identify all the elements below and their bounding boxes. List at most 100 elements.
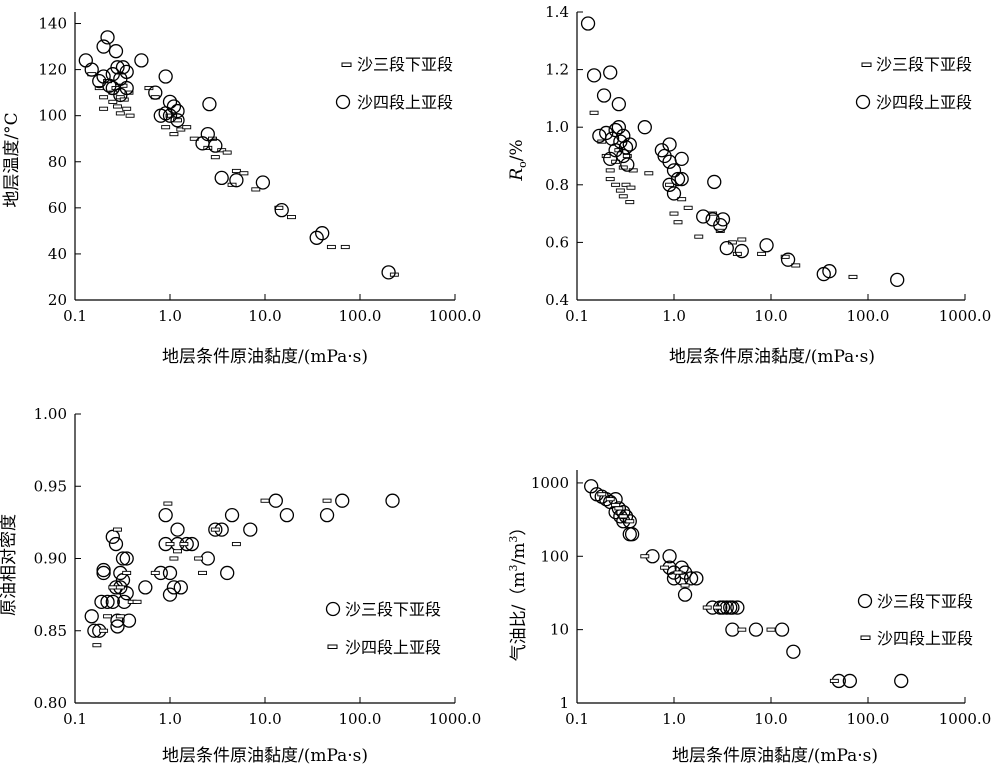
temperature-data-point-dash-marker [340,244,350,250]
density-data-point-circle-marker [162,565,178,581]
density-data-point-circle-marker [268,493,283,508]
temperature-data-point-circle-marker [162,108,178,123]
temperature-data-point-dash-marker [326,244,336,250]
temperature-y-tick-label: 140 [38,15,67,33]
temperature-data-point-dash-marker [99,106,109,111]
ro-data-point-circle-marker [666,163,682,178]
temperature-data-point-circle-marker [208,138,223,153]
ro-ticks: 0.1 1.0 10.0 100.0 1000.0 0.4 0.6 0.8 1.0 1.2 1.4 [545,3,991,325]
ro-data-point-circle-marker [618,140,634,155]
temperature-data-point-dash-marker [169,132,179,137]
gor-x-axis-label: 地层条件原油黏度/(mPa·s) [672,746,878,766]
density-x-tick-label: 1.0 [158,710,182,728]
gor-data-point-circle-marker [624,527,640,542]
gor-data-point-dash-marker [640,554,650,559]
temperature-data-point-dash-marker [210,155,220,160]
ro-data-point-circle-marker [637,120,652,135]
ro-data-point-circle-marker [586,68,602,83]
density-data-point-circle-marker [162,587,178,602]
gor-data-point-dash-marker [737,627,747,632]
ro-y-tick-label: 1.0 [545,118,569,136]
gor-data-point-dash-marker [680,583,690,588]
temperature-data-point-dash-marker [122,106,132,111]
density-data-point-dash-marker [103,614,112,619]
temperature-y-tick-label: 80 [48,153,67,171]
temperature-data-point-circle-marker [309,230,324,245]
gor-data-point-dash-marker [625,519,635,524]
temperature-data-point-dash-marker [251,187,261,192]
density-data-point-dash-marker [150,570,160,575]
temperature-data-point-circle-marker [119,80,134,96]
gor-data-point-dash-marker [614,506,624,511]
density-data-point-circle-marker [319,508,335,523]
density-x-tick-label: 0.1 [63,710,87,728]
temperature-data-point-dash-marker [287,215,296,220]
gor-data-point-circle-marker [725,600,740,615]
temperature-data-point-circle-marker [170,103,185,119]
ro-data-point-dash-marker [780,254,790,259]
ro-y-tick-label: 1.2 [545,61,569,79]
gor-data-point-dash-marker [660,565,670,570]
gor-legend-marker-s4 [860,635,871,640]
density-y-tick-label: 0.90 [34,550,67,568]
temperature-data-point-circle-marker [381,265,396,280]
temperature-data-point-dash-marker [165,113,175,118]
density-y-tick-label: 0.80 [34,694,67,712]
gor-points [584,479,909,689]
gor-x-tick-label: 1000.0 [939,710,992,728]
ro-x-tick-label: 1000.0 [939,307,992,325]
density-data-point-dash-marker [260,498,270,503]
density-data-point-dash-marker [113,527,122,532]
temperature-x-tick-label: 0.1 [63,307,87,325]
density-points [84,493,400,648]
ro-data-point-dash-marker [694,234,704,239]
gor-data-point-circle-marker [842,673,858,689]
ro-data-point-circle-marker [611,120,626,135]
gor-y-axis-label: 气油比/（m3/m3） [507,519,529,662]
gor-y-tick-label: 10 [550,621,569,639]
gor-y-tick-label: 1000 [531,474,569,492]
density-data-point-circle-marker [84,609,99,624]
ro-data-point-circle-marker [707,174,722,190]
density-y-axis-label: 原油相对密度 [0,514,19,616]
density-data-point-circle-marker [110,619,125,634]
ro-data-point-circle-marker [596,88,612,103]
density-legend: 沙三段下亚段 沙四段上亚段 [325,600,441,657]
density-data-point-circle-marker [166,580,182,595]
density-x-tick-label: 100.0 [339,710,382,728]
ro-data-point-circle-marker [620,157,635,172]
gor-x-tick-label: 0.1 [565,710,589,728]
gor-y-axis-label-end: ） [509,519,529,536]
density-data-point-circle-marker [96,565,111,581]
temperature-y-tick-label: 100 [38,107,67,125]
density-data-point-dash-marker [115,585,125,590]
ro-y-axis-label: Ro/% [507,139,529,181]
temperature-data-point-circle-marker [162,94,178,110]
density-data-point-circle-marker [119,586,134,601]
density-y-tick-label: 0.95 [34,477,67,495]
ro-data-point-circle-marker [780,252,796,267]
ro-data-point-dash-marker [589,110,599,115]
density-data-point-circle-marker [100,594,115,609]
ro-data-point-circle-marker [666,186,682,201]
ro-y-axis-label-rest: /% [507,139,527,161]
temperature-data-point-dash-marker [113,104,122,109]
ro-data-point-circle-marker [890,272,905,287]
density-data-point-dash-marker [122,570,132,575]
ro-legend-label-s4: 沙四段上亚段 [876,93,972,112]
density-data-point-circle-marker [208,522,223,537]
temperature-data-point-circle-marker [158,69,173,84]
density-data-point-circle-marker [94,594,109,609]
gor-y-tick-label: 1 [559,694,569,712]
density-x-tick-label: 10.0 [248,710,281,728]
density-y-tick-label: 0.85 [34,622,67,640]
ro-data-point-circle-marker [674,171,689,187]
gor-data-point-dash-marker [829,678,839,683]
density-data-point-circle-marker [105,594,120,609]
temperature-data-point-dash-marker [231,168,241,174]
temperature-data-point-dash-marker [239,171,249,176]
density-ticks: 0.1 1.0 10.0 100.0 1000.0 0.80 0.85 0.90 0.95 1.0… [34,405,482,728]
temperature-data-point-circle-marker [255,175,271,190]
gor-legend: 沙三段下亚段 沙四段上亚段 [857,592,973,648]
density-data-point-dash-marker [322,498,332,503]
